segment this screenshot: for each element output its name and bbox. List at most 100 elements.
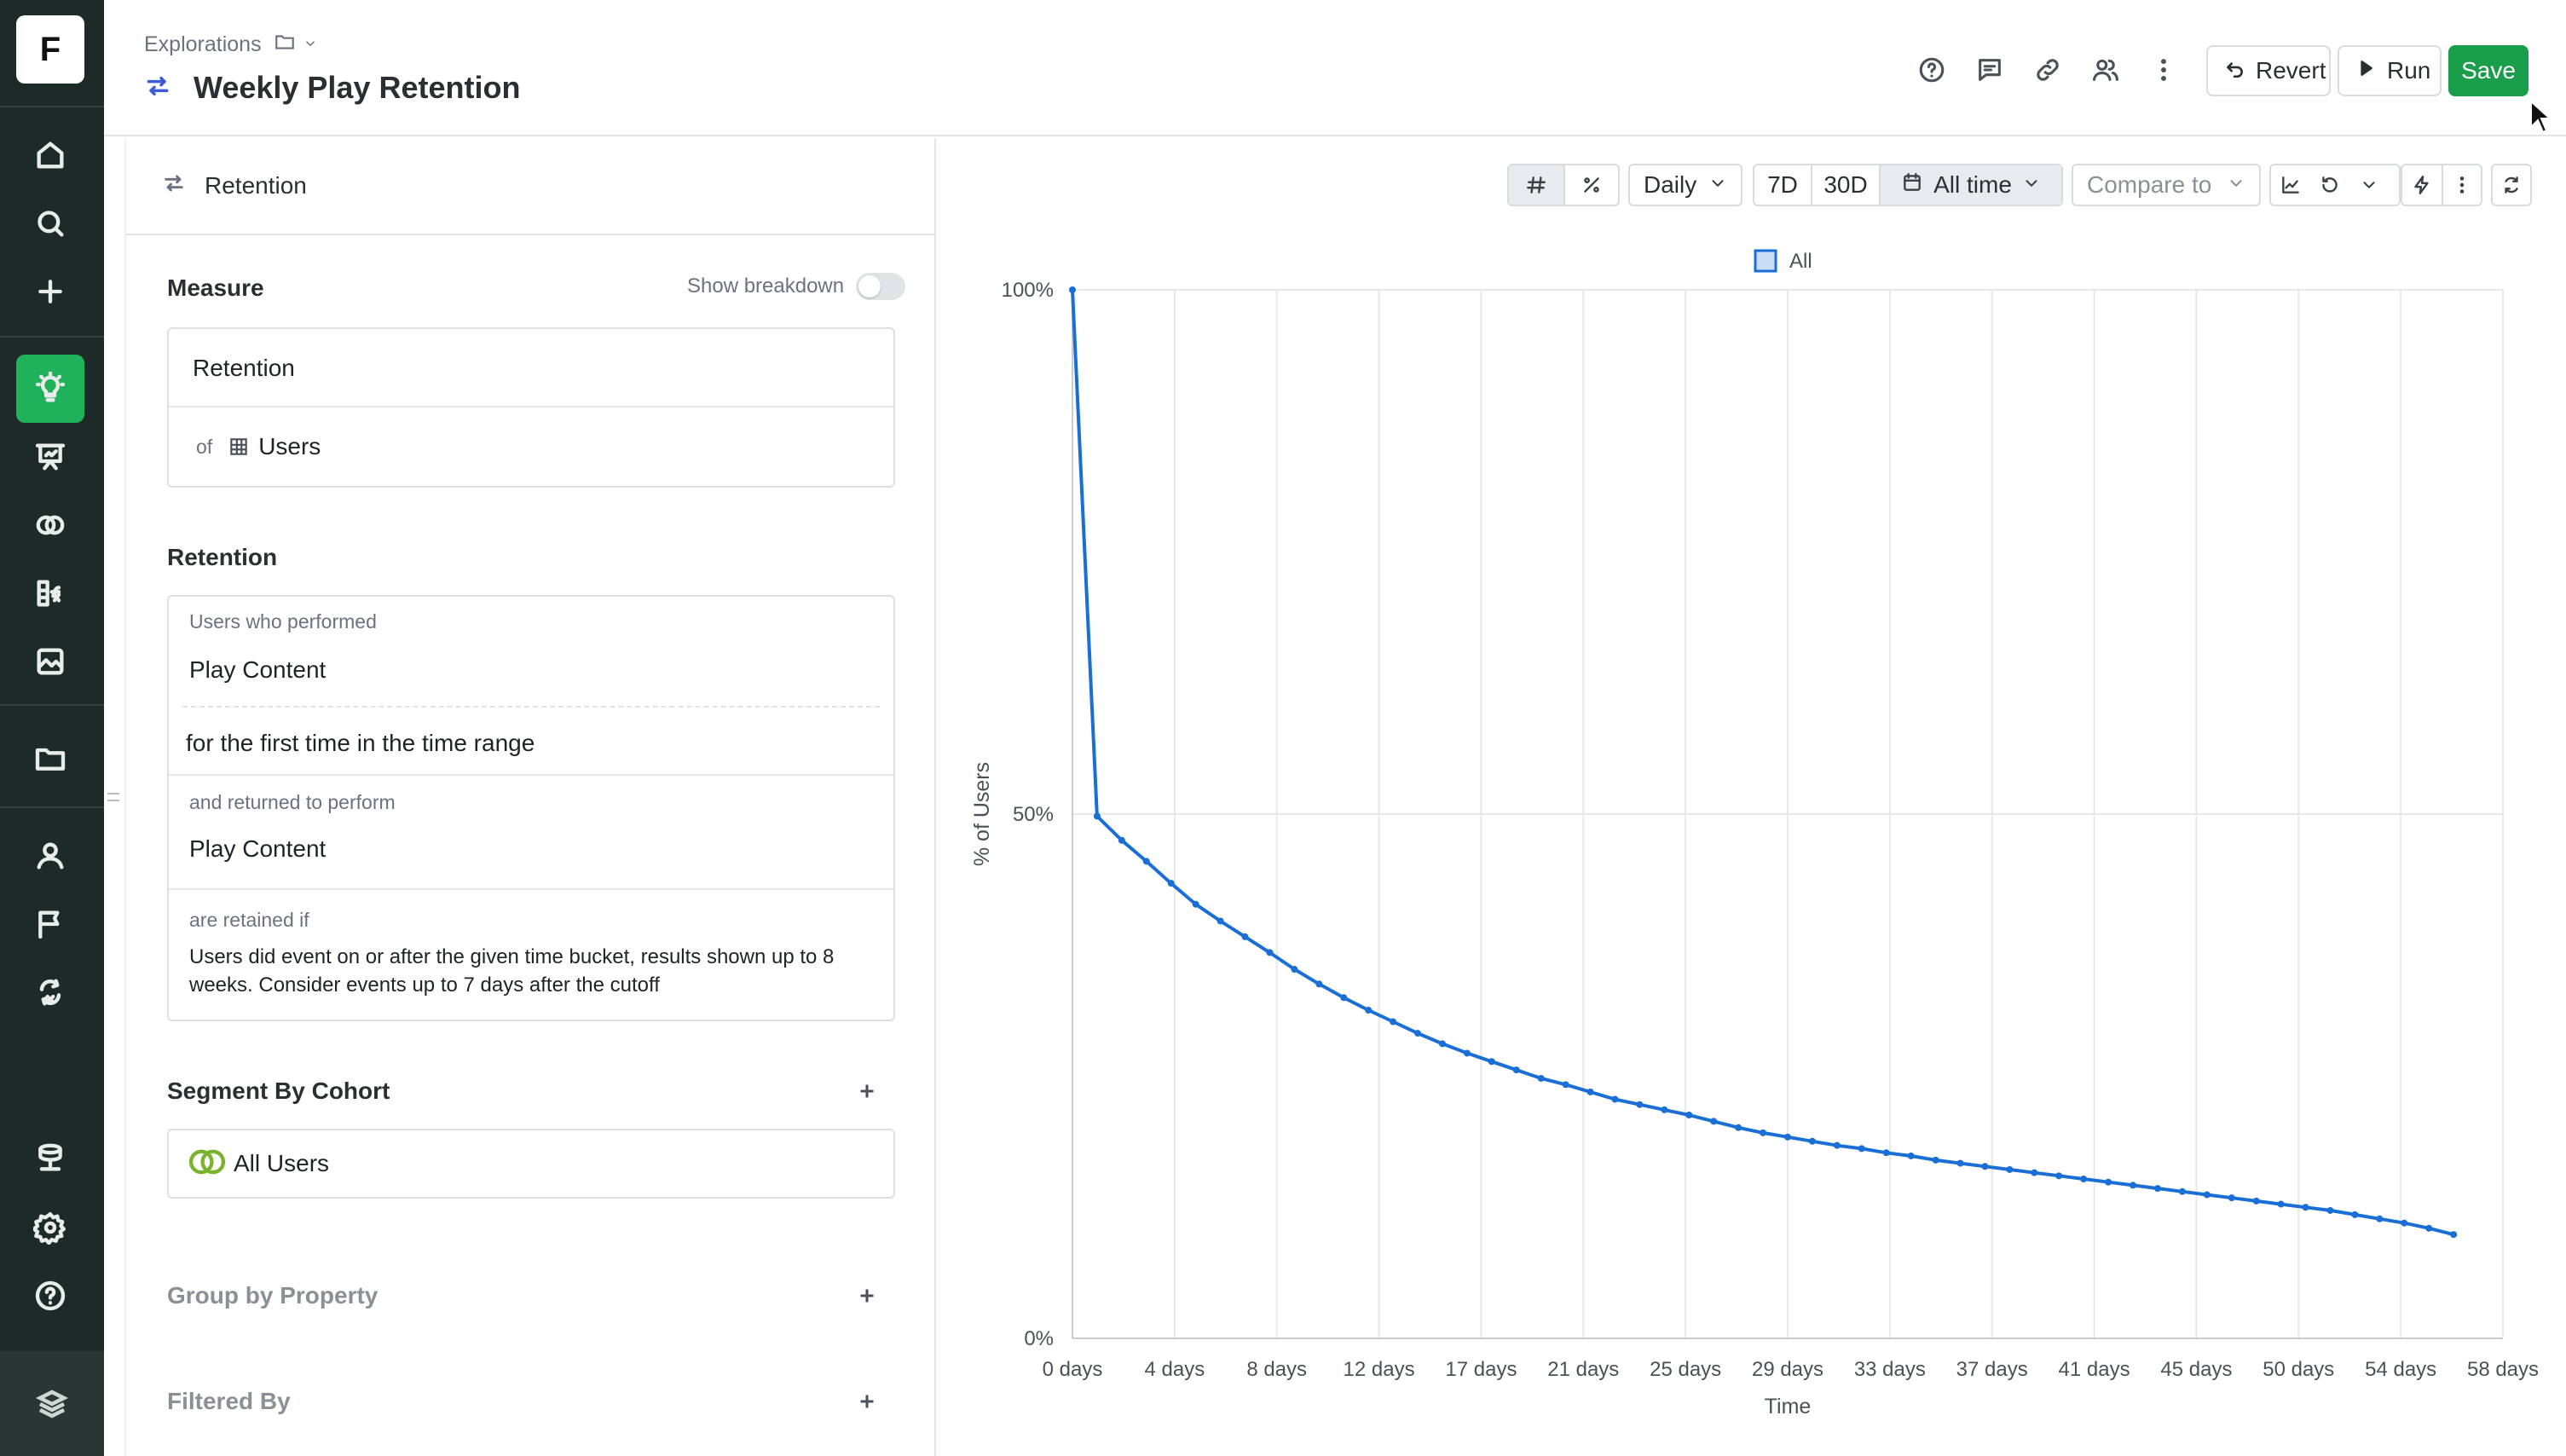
panel-resize-handle[interactable] <box>107 793 119 801</box>
data-point <box>2450 1231 2458 1239</box>
data-point <box>2302 1204 2309 1211</box>
performed-row[interactable]: Users who performed Play Content for the… <box>169 597 893 776</box>
data-point <box>1266 949 1274 956</box>
data-point <box>2228 1194 2235 1202</box>
breadcrumb[interactable]: Explorations <box>144 31 318 59</box>
data-point <box>1118 836 1125 844</box>
app-logo[interactable]: F <box>16 15 84 84</box>
dashed-divider <box>182 706 880 708</box>
plus-icon[interactable] <box>16 257 84 326</box>
calendar-icon <box>1901 171 1923 199</box>
cohort-item[interactable]: All Users <box>167 1129 895 1199</box>
flag-icon[interactable] <box>16 890 84 958</box>
range-30d-button[interactable]: 30D <box>1811 165 1879 205</box>
more-vertical-icon[interactable] <box>2147 53 2181 87</box>
settings-icon[interactable] <box>16 1193 84 1262</box>
more-vertical-icon[interactable] <box>2442 165 2481 205</box>
breadcrumb-label[interactable]: Explorations <box>144 32 262 56</box>
lightning-icon[interactable] <box>2402 165 2442 205</box>
home-icon[interactable] <box>16 121 84 189</box>
help-icon[interactable] <box>1915 53 1949 87</box>
data-point <box>1858 1145 1865 1153</box>
data-point <box>2425 1224 2433 1232</box>
metric-row[interactable]: Retention <box>169 329 893 407</box>
retained-line-1: Users did event on or after the given ti… <box>189 945 835 968</box>
percent-mode-icon[interactable] <box>1563 165 1618 205</box>
data-point <box>1340 994 1348 1002</box>
data-point <box>1315 980 1323 988</box>
lightbulb-icon[interactable] <box>16 355 84 423</box>
x-tick-label: 41 days <box>2059 1358 2130 1381</box>
data-point <box>1241 933 1249 940</box>
data-point <box>1192 900 1199 908</box>
toggle-switch[interactable] <box>856 273 906 300</box>
chevron-down-icon[interactable] <box>303 32 318 57</box>
search-icon[interactable] <box>16 189 84 257</box>
granularity-select[interactable]: Daily <box>1628 164 1742 206</box>
returned-row[interactable]: and returned to perform Play Content <box>169 776 893 890</box>
group-by-title: Group by Property <box>167 1282 379 1309</box>
page-title[interactable]: Weekly Play Retention <box>194 70 521 105</box>
y-tick-label: 0% <box>1024 1327 1054 1350</box>
sync-icon <box>2493 165 2530 205</box>
metrics-fx-icon[interactable] <box>16 559 84 627</box>
cohort-label: All Users <box>234 1150 330 1176</box>
data-point <box>1488 1058 1495 1066</box>
users-icon[interactable] <box>2089 53 2123 87</box>
revert-button[interactable]: Revert <box>2206 45 2331 96</box>
data-point <box>1760 1129 1767 1136</box>
data-point <box>1784 1133 1791 1141</box>
value-mode-toggle <box>1507 164 1620 206</box>
range-7d-button[interactable]: 7D <box>1767 171 1798 198</box>
help-icon[interactable] <box>16 1262 84 1330</box>
add-segment-icon[interactable] <box>854 1078 880 1104</box>
entity-row[interactable]: of Users <box>169 407 893 486</box>
retention-chart: 0 days 4 days 8 days 12 days 17 days 21 days 2… <box>970 249 2539 1418</box>
rail-divider <box>0 106 104 107</box>
data-point <box>1537 1074 1545 1082</box>
number-mode-icon[interactable] <box>1509 165 1563 205</box>
folder-icon[interactable] <box>274 31 296 59</box>
panel-header[interactable]: Retention <box>126 138 936 235</box>
play-icon <box>2355 57 2377 85</box>
series-line <box>1071 289 2454 1237</box>
x-tick-label: 21 days <box>1547 1358 1619 1381</box>
range-all-time-select[interactable]: All time <box>1879 165 2061 205</box>
x-tick-label: 12 days <box>1344 1358 1415 1381</box>
sync-button[interactable] <box>2491 164 2532 206</box>
experiment-icon[interactable] <box>16 958 84 1026</box>
user-icon[interactable] <box>16 822 84 890</box>
data-point <box>1932 1156 1939 1164</box>
add-filter-icon[interactable] <box>854 1389 880 1414</box>
refresh-icon[interactable] <box>2310 165 2349 205</box>
granularity-value: Daily <box>1644 171 1697 198</box>
folder-icon[interactable] <box>16 725 84 793</box>
swap-arrows-icon <box>144 72 171 104</box>
first-time-text[interactable]: for the first time in the time range <box>186 730 535 756</box>
cohorts-icon[interactable] <box>16 491 84 559</box>
data-point <box>1882 1149 1890 1157</box>
show-breakdown-toggle[interactable]: Show breakdown <box>687 273 906 300</box>
link-icon[interactable] <box>2031 53 2065 87</box>
performed-event[interactable]: Play Content <box>189 656 327 683</box>
data-point <box>1365 1007 1373 1014</box>
rail-divider <box>0 704 104 706</box>
data-point <box>1463 1049 1471 1057</box>
chart-image-icon[interactable] <box>16 627 84 696</box>
data-point <box>1611 1095 1619 1103</box>
add-group-by-icon[interactable] <box>854 1283 880 1309</box>
chevron-down-icon[interactable] <box>2349 165 2389 205</box>
run-button[interactable]: Run <box>2338 45 2442 96</box>
returned-event[interactable]: Play Content <box>189 835 327 862</box>
presentation-icon[interactable] <box>16 423 84 491</box>
line-chart-icon[interactable] <box>2271 165 2310 205</box>
compare-to-select[interactable]: Compare to <box>2072 164 2261 206</box>
x-tick-label: 58 days <box>2467 1358 2539 1381</box>
data-point <box>1093 812 1101 820</box>
save-button[interactable]: Save <box>2448 45 2528 96</box>
range-value: All time <box>1933 171 2012 198</box>
stack-logo-icon[interactable] <box>0 1351 104 1456</box>
database-icon[interactable] <box>16 1124 84 1192</box>
comment-icon[interactable] <box>1973 53 2007 87</box>
retained-row[interactable]: are retained if Users did event on or af… <box>169 890 893 1020</box>
